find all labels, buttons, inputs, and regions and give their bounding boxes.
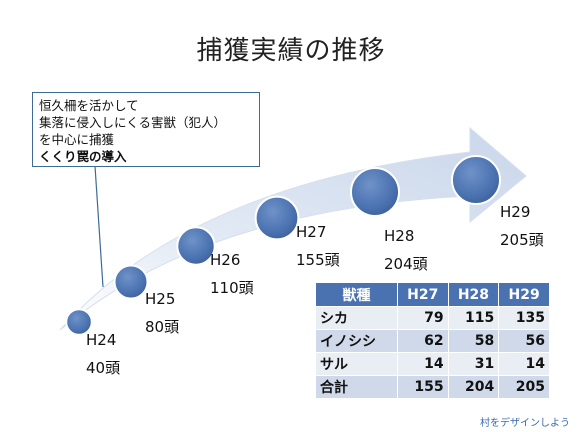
- year-text: H28: [384, 227, 415, 245]
- cell: 62: [396, 329, 449, 353]
- cell: 204: [447, 375, 500, 399]
- cell: 135: [498, 306, 550, 330]
- cell: 205: [498, 375, 550, 399]
- callout-emphasis: くくり罠の導入: [39, 149, 127, 164]
- callout-line: 集落に侵入しにくる害獣（犯人）: [39, 115, 227, 130]
- year-label-h24: H24 40頭: [86, 326, 120, 382]
- year-text: H25: [145, 290, 176, 308]
- row-label: イノシシ: [315, 329, 398, 353]
- row-label: 合計: [315, 375, 398, 399]
- callout-line: を中心に捕獲: [39, 132, 115, 147]
- year-label-h27: H27 155頭: [296, 218, 340, 274]
- year-label-h28: H28 204頭: [384, 222, 428, 278]
- growth-circles: [65, 155, 501, 336]
- count-text: 204頭: [384, 255, 428, 273]
- year-text: H27: [296, 223, 327, 241]
- cell: 58: [447, 329, 500, 353]
- count-text: 155頭: [296, 251, 340, 269]
- row-label: サル: [315, 352, 398, 376]
- cell: 14: [498, 352, 550, 376]
- count-text: 80頭: [145, 318, 180, 336]
- footer-credit: 村をデザインしよう: [480, 418, 570, 429]
- count-text: 110頭: [210, 279, 254, 297]
- year-label-h26: H26 110頭: [210, 246, 254, 302]
- page-title: 捕獲実績の推移: [196, 36, 386, 66]
- cell: 31: [447, 352, 500, 376]
- table-row: 合計 155 204 205: [315, 375, 550, 399]
- table-row: サル 14 31 14: [315, 352, 550, 376]
- growth-circle-h25: [113, 264, 149, 300]
- cell: 115: [447, 306, 500, 330]
- callout-pointer: [94, 165, 104, 288]
- table-header: H29: [498, 282, 550, 307]
- table-header-row: 獣種 H27 H28 H29: [315, 282, 550, 307]
- cell: 56: [498, 329, 550, 353]
- cell: 155: [396, 375, 449, 399]
- callout-box: 恒久柵を活かして 集落に侵入しにくる害獣（犯人） を中心に捕獲 くくり罠の導入: [32, 92, 260, 167]
- year-text: H26: [210, 251, 241, 269]
- year-label-h29: H29 205頭: [500, 198, 544, 254]
- year-label-h25: H25 80頭: [145, 285, 179, 341]
- callout-line: 恒久柵を活かして: [39, 98, 139, 113]
- year-text: H24: [86, 331, 117, 349]
- growth-circle-h26: [176, 226, 216, 266]
- count-text: 40頭: [86, 359, 121, 377]
- growth-circle-h29: [451, 155, 501, 205]
- growth-circle-h27: [254, 195, 300, 241]
- table-header: H28: [447, 282, 500, 307]
- growth-circle-h24: [65, 308, 93, 336]
- table-row: イノシシ 62 58 56: [315, 329, 550, 353]
- catch-table: 獣種 H27 H28 H29 シカ 79 115 135 イノシシ 62 58 …: [315, 282, 550, 399]
- table-header: H27: [396, 282, 449, 307]
- table-row: シカ 79 115 135: [315, 306, 550, 330]
- table-header: 獣種: [315, 282, 398, 307]
- year-text: H29: [500, 203, 531, 221]
- curved-arrow-shape: [59, 126, 527, 331]
- count-text: 205頭: [500, 231, 544, 249]
- cell: 79: [396, 306, 449, 330]
- row-label: シカ: [315, 306, 398, 330]
- cell: 14: [396, 352, 449, 376]
- growth-circle-h28: [350, 167, 400, 217]
